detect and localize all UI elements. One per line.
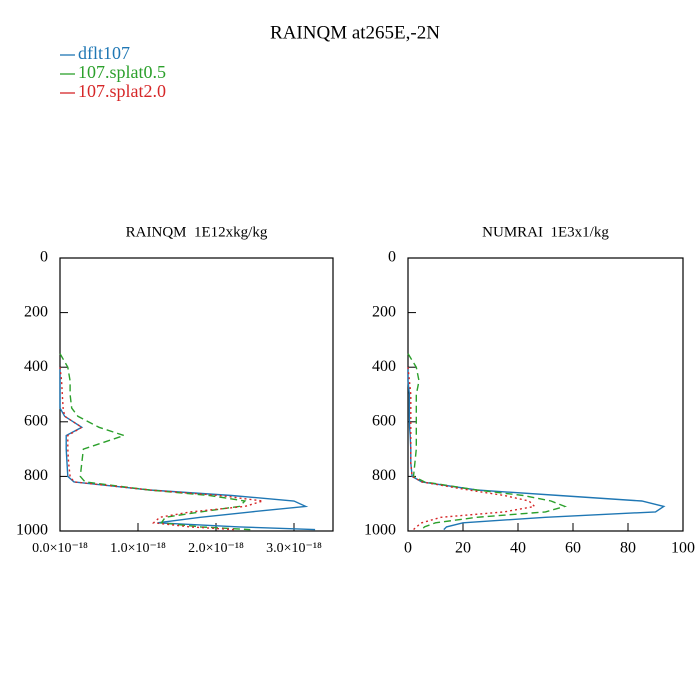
- y-tick-label: 0: [40, 249, 48, 266]
- plot-frame: [407, 257, 684, 532]
- profile-line: [407, 353, 567, 531]
- x-tick-label: 20: [455, 540, 471, 557]
- x-tick-label: 0.0×10⁻¹⁸: [32, 541, 88, 556]
- plot-frame: [59, 257, 334, 532]
- profile-line: [59, 367, 264, 531]
- profile-line: [407, 367, 666, 531]
- y-tick-label: 800: [372, 467, 396, 484]
- page-title: RAINQM at265E,-2N: [270, 22, 440, 43]
- panel-title: RAINQM 1E12xkg/kg: [126, 224, 268, 240]
- y-tick-label: 800: [24, 467, 48, 484]
- x-tick-label: 80: [620, 540, 636, 557]
- profile-line: [407, 367, 536, 531]
- y-tick-label: 400: [24, 358, 48, 375]
- y-tick-label: 600: [24, 412, 48, 429]
- x-tick-label: 100: [671, 540, 695, 557]
- y-tick-label: 1000: [16, 522, 48, 539]
- legend-label: dflt107: [78, 43, 130, 63]
- x-tick-label: 40: [510, 540, 526, 557]
- x-tick-label: 1.0×10⁻¹⁸: [110, 541, 166, 556]
- x-tick-label: 3.0×10⁻¹⁸: [266, 541, 322, 556]
- legend-label: 107.splat0.5: [78, 62, 166, 82]
- y-tick-label: 200: [372, 303, 396, 320]
- y-tick-label: 400: [372, 358, 396, 375]
- y-tick-label: 200: [24, 303, 48, 320]
- panel-title: NUMRAI 1E3x1/kg: [482, 224, 609, 240]
- legend-label: 107.splat2.0: [78, 81, 166, 101]
- x-tick-label: 60: [565, 540, 581, 557]
- x-tick-label: 0: [404, 540, 412, 557]
- y-tick-label: 1000: [364, 522, 396, 539]
- profile-line: [59, 367, 316, 531]
- profile-line: [59, 353, 251, 531]
- x-tick-label: 2.0×10⁻¹⁸: [188, 541, 244, 556]
- y-tick-label: 0: [388, 249, 396, 266]
- y-tick-label: 600: [372, 412, 396, 429]
